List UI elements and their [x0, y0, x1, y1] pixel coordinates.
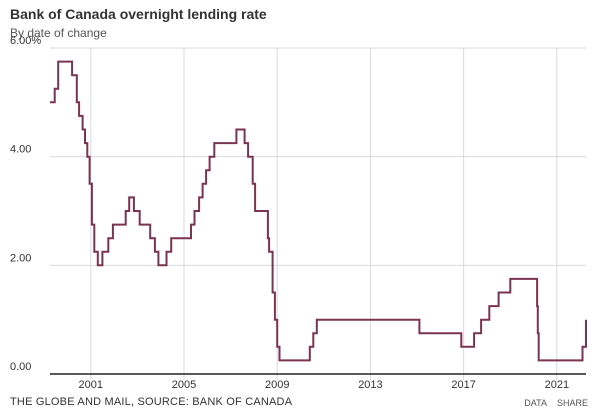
source-note: THE GLOBE AND MAIL, SOURCE: BANK OF CANA…	[10, 396, 293, 408]
x-tick-label: 2001	[79, 379, 103, 391]
x-tick-label: 2005	[172, 379, 196, 391]
x-tick-label: 2017	[451, 379, 475, 391]
y-tick-label: 0.00	[10, 361, 31, 373]
data-link[interactable]: DATA	[524, 398, 547, 408]
y-axis-ticks: 0.00 2.00 4.00 6.00%	[10, 35, 41, 373]
grid-lines	[50, 47, 586, 380]
x-axis-ticks: 2001 2005 2009 2013 2017 2021	[79, 379, 570, 391]
y-tick-label: 4.00	[10, 144, 31, 156]
series-line-overnight-rate	[50, 60, 587, 362]
y-tick-label: 6.00%	[10, 35, 41, 47]
chart-subtitle: By date of change	[10, 26, 107, 40]
y-tick-label: 2.00	[10, 252, 31, 264]
chart-title: Bank of Canada overnight lending rate	[10, 6, 267, 22]
x-tick-label: 2009	[265, 379, 289, 391]
footer-links: DATA SHARE	[516, 398, 588, 408]
share-link[interactable]: SHARE	[556, 398, 588, 408]
x-tick-label: 2013	[358, 379, 382, 391]
x-tick-label: 2021	[545, 379, 569, 391]
